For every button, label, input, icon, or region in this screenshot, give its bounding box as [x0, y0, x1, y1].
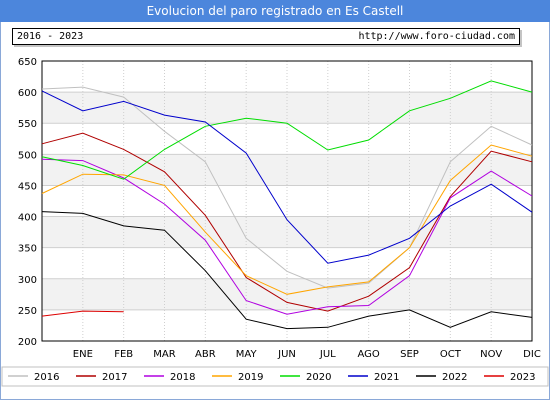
x-tick-label: DIC	[523, 349, 541, 360]
y-tick-label: 300	[18, 275, 37, 286]
series-line-2017	[41, 132, 533, 312]
legend-label-2019: 2019	[238, 372, 263, 383]
x-tick-label: NOV	[480, 349, 502, 360]
y-tick-label: 200	[18, 337, 37, 348]
x-tick-label: ENE	[73, 349, 93, 360]
x-tick-label: ABR	[195, 349, 216, 360]
source-url: http://www.foro-ciudad.com	[358, 31, 515, 42]
series-line-2023	[41, 310, 124, 317]
legend-label-2020: 2020	[306, 372, 331, 383]
x-tick-label: OCT	[440, 349, 462, 360]
y-tick-label: 500	[18, 150, 37, 161]
legend-label-2022: 2022	[442, 372, 467, 383]
legend-label-2018: 2018	[170, 372, 195, 383]
x-tick-label: SEP	[400, 349, 419, 360]
y-tick-label: 250	[18, 306, 37, 317]
series-line-2016	[41, 86, 533, 289]
y-tick-label: 650	[18, 57, 37, 68]
series-line-2018	[41, 158, 533, 315]
x-tick-label: JUL	[319, 349, 336, 360]
x-tick-label: FEB	[114, 349, 133, 360]
info-box: 2016 - 2023 http://www.foro-ciudad.com	[12, 28, 520, 45]
period-label: 2016 - 2023	[17, 31, 84, 42]
y-tick-label: 450	[18, 181, 37, 192]
y-tick-label: 550	[18, 119, 37, 130]
x-tick-label: AGO	[358, 349, 380, 360]
legend-box	[1, 366, 549, 387]
series-line-2022	[41, 211, 533, 330]
y-tick-label: 400	[18, 213, 37, 224]
y-tick-label: 600	[18, 88, 37, 99]
chart-title: Evolucion del paro registrado en Es Cast…	[146, 4, 404, 18]
plot-border	[41, 60, 533, 342]
legend-label-2021: 2021	[374, 372, 399, 383]
y-tick-label: 350	[18, 244, 37, 255]
legend-label-2016: 2016	[34, 372, 59, 383]
series-line-2021	[41, 90, 533, 264]
legend-label-2023: 2023	[510, 372, 535, 383]
legend-label-2017: 2017	[102, 372, 127, 383]
series-line-2020	[41, 80, 533, 180]
title-bar: Evolucion del paro registrado en Es Cast…	[0, 0, 550, 22]
series-line-2019	[41, 144, 533, 295]
x-tick-label: JUN	[277, 349, 296, 360]
x-tick-label: MAR	[153, 349, 175, 360]
x-tick-label: MAY	[236, 349, 258, 360]
